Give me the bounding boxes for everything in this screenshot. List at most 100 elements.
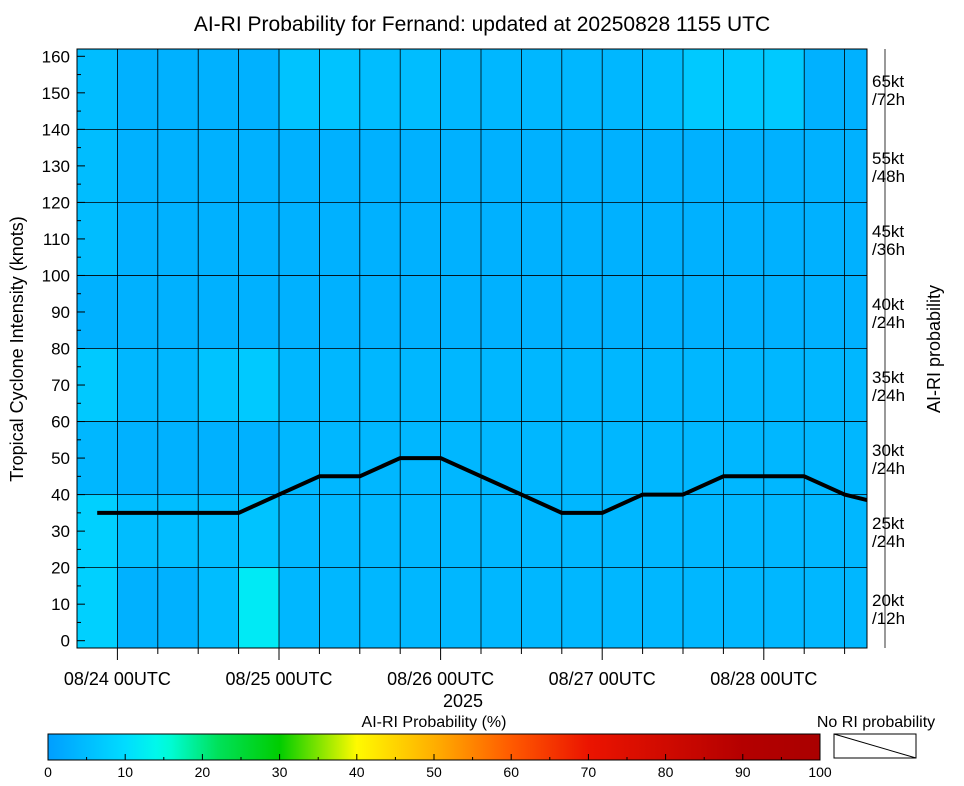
y-tick-label: 70 xyxy=(51,376,70,395)
probability-cell xyxy=(602,567,644,649)
grid-lines xyxy=(77,49,886,648)
probability-cell xyxy=(642,348,684,423)
probability-cell xyxy=(157,49,199,130)
probability-cell xyxy=(642,567,684,649)
probability-cell xyxy=(723,494,765,569)
probability-cell xyxy=(319,49,361,130)
colorbar-tick-label: 10 xyxy=(117,764,133,780)
probability-cell xyxy=(804,49,846,130)
band-label-threshold: 35kt xyxy=(872,368,904,387)
probability-cell xyxy=(157,567,199,649)
x-tick-label: 08/26 00UTC xyxy=(387,669,494,689)
probability-cell xyxy=(683,494,724,569)
probability-cell xyxy=(844,202,868,276)
probability-cell xyxy=(602,202,644,276)
probability-cell xyxy=(683,567,724,649)
probability-cell xyxy=(804,348,846,423)
x-axis-year: 2025 xyxy=(443,691,483,711)
band-label-threshold: 65kt xyxy=(872,72,904,91)
probability-cell xyxy=(319,348,361,423)
probability-cell xyxy=(117,129,159,203)
probability-cell xyxy=(561,275,603,349)
x-axis: 08/24 00UTC 08/25 00UTC 08/26 00UTC 08/27 0… xyxy=(64,648,846,689)
probability-cell xyxy=(77,49,118,130)
probability-cell xyxy=(481,421,522,496)
probability-cell xyxy=(844,129,868,203)
probability-cell xyxy=(561,494,603,569)
y-tick-label: 30 xyxy=(51,522,70,541)
probability-cell xyxy=(723,567,765,649)
probability-cell xyxy=(763,348,805,423)
probability-cell xyxy=(763,129,805,203)
y-tick-label: 120 xyxy=(42,193,70,212)
probability-cell xyxy=(723,129,765,203)
colorbar-tick-label: 90 xyxy=(735,764,751,780)
y-tick-label: 50 xyxy=(51,449,70,468)
probability-cell xyxy=(561,202,603,276)
probability-cell xyxy=(359,49,401,130)
probability-cell xyxy=(804,494,846,569)
y-tick-label: 80 xyxy=(51,340,70,359)
probability-cell xyxy=(804,421,846,496)
probability-cell xyxy=(157,275,199,349)
probability-cell xyxy=(400,129,442,203)
probability-cell xyxy=(77,567,118,649)
probability-cell xyxy=(683,202,724,276)
probability-cell xyxy=(157,494,199,569)
probability-cell xyxy=(440,275,482,349)
probability-cell xyxy=(238,348,280,423)
colorbar-title: AI-RI Probability (%) xyxy=(362,714,507,731)
probability-cell xyxy=(440,49,482,130)
probability-cell xyxy=(198,348,240,423)
probability-cell xyxy=(763,421,805,496)
intensity-line-group xyxy=(97,456,868,515)
probability-cell xyxy=(359,567,401,649)
band-labels: 20kt/12h25kt/24h30kt/24h35kt/24h40kt/24h… xyxy=(872,72,905,628)
probability-cell xyxy=(319,202,361,276)
probability-cell xyxy=(602,348,644,423)
colorbar-tick-label: 60 xyxy=(503,764,519,780)
band-label-threshold: 40kt xyxy=(872,295,904,314)
probability-cell xyxy=(198,129,240,203)
probability-cell xyxy=(238,49,280,130)
probability-cell xyxy=(804,129,846,203)
probability-cell xyxy=(763,494,805,569)
probability-cell xyxy=(481,129,522,203)
y-tick-label: 130 xyxy=(42,157,70,176)
probability-cell xyxy=(561,129,603,203)
probability-cell xyxy=(844,421,868,496)
probability-cell xyxy=(157,348,199,423)
probability-cell xyxy=(642,202,684,276)
y-tick-label: 90 xyxy=(51,303,70,322)
band-label-period: /24h xyxy=(872,459,905,478)
y-tick-label: 20 xyxy=(51,559,70,578)
probability-cell xyxy=(279,49,320,130)
probability-cell xyxy=(642,421,684,496)
x-tick-label: 08/24 00UTC xyxy=(64,669,171,689)
probability-cell xyxy=(117,202,159,276)
colorbar-tick-label: 70 xyxy=(581,764,597,780)
probability-cell xyxy=(481,202,522,276)
probability-cell xyxy=(279,567,320,649)
probability-cell xyxy=(238,567,280,649)
band-label-period: /12h xyxy=(872,609,905,628)
probability-cell xyxy=(319,421,361,496)
probability-cell xyxy=(359,275,401,349)
probability-cell xyxy=(521,129,563,203)
probability-cell xyxy=(198,202,240,276)
band-label-threshold: 55kt xyxy=(872,149,904,168)
probability-cell xyxy=(683,275,724,349)
band-label-period: /36h xyxy=(872,240,905,259)
colorbar-tick-label: 80 xyxy=(658,764,674,780)
probability-cell xyxy=(723,202,765,276)
probability-cell xyxy=(642,49,684,130)
probability-cell xyxy=(561,567,603,649)
y-tick-label: 0 xyxy=(61,632,70,651)
probability-cell xyxy=(804,275,846,349)
right-axis-label: AI-RI probability xyxy=(924,285,944,413)
probability-cell xyxy=(763,202,805,276)
probability-cell xyxy=(844,494,868,569)
probability-cell xyxy=(279,494,320,569)
band-label-period: /72h xyxy=(872,90,905,109)
